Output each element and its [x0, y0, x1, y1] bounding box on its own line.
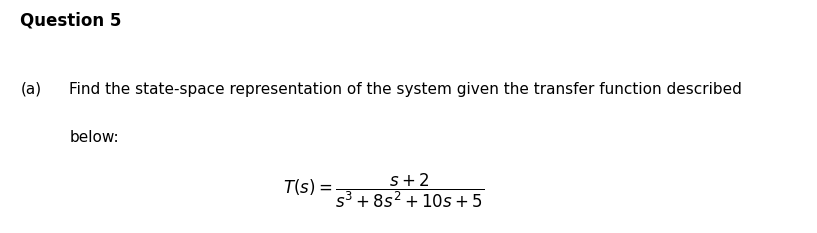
Text: Question 5: Question 5 — [20, 12, 122, 30]
Text: Find the state-space representation of the system given the transfer function de: Find the state-space representation of t… — [69, 82, 743, 96]
Text: below:: below: — [69, 130, 119, 145]
Text: $T(s) = \dfrac{s + 2}{s^3 + 8s^2 + 10s + 5}$: $T(s) = \dfrac{s + 2}{s^3 + 8s^2 + 10s +… — [283, 172, 484, 210]
Text: (a): (a) — [20, 82, 42, 96]
